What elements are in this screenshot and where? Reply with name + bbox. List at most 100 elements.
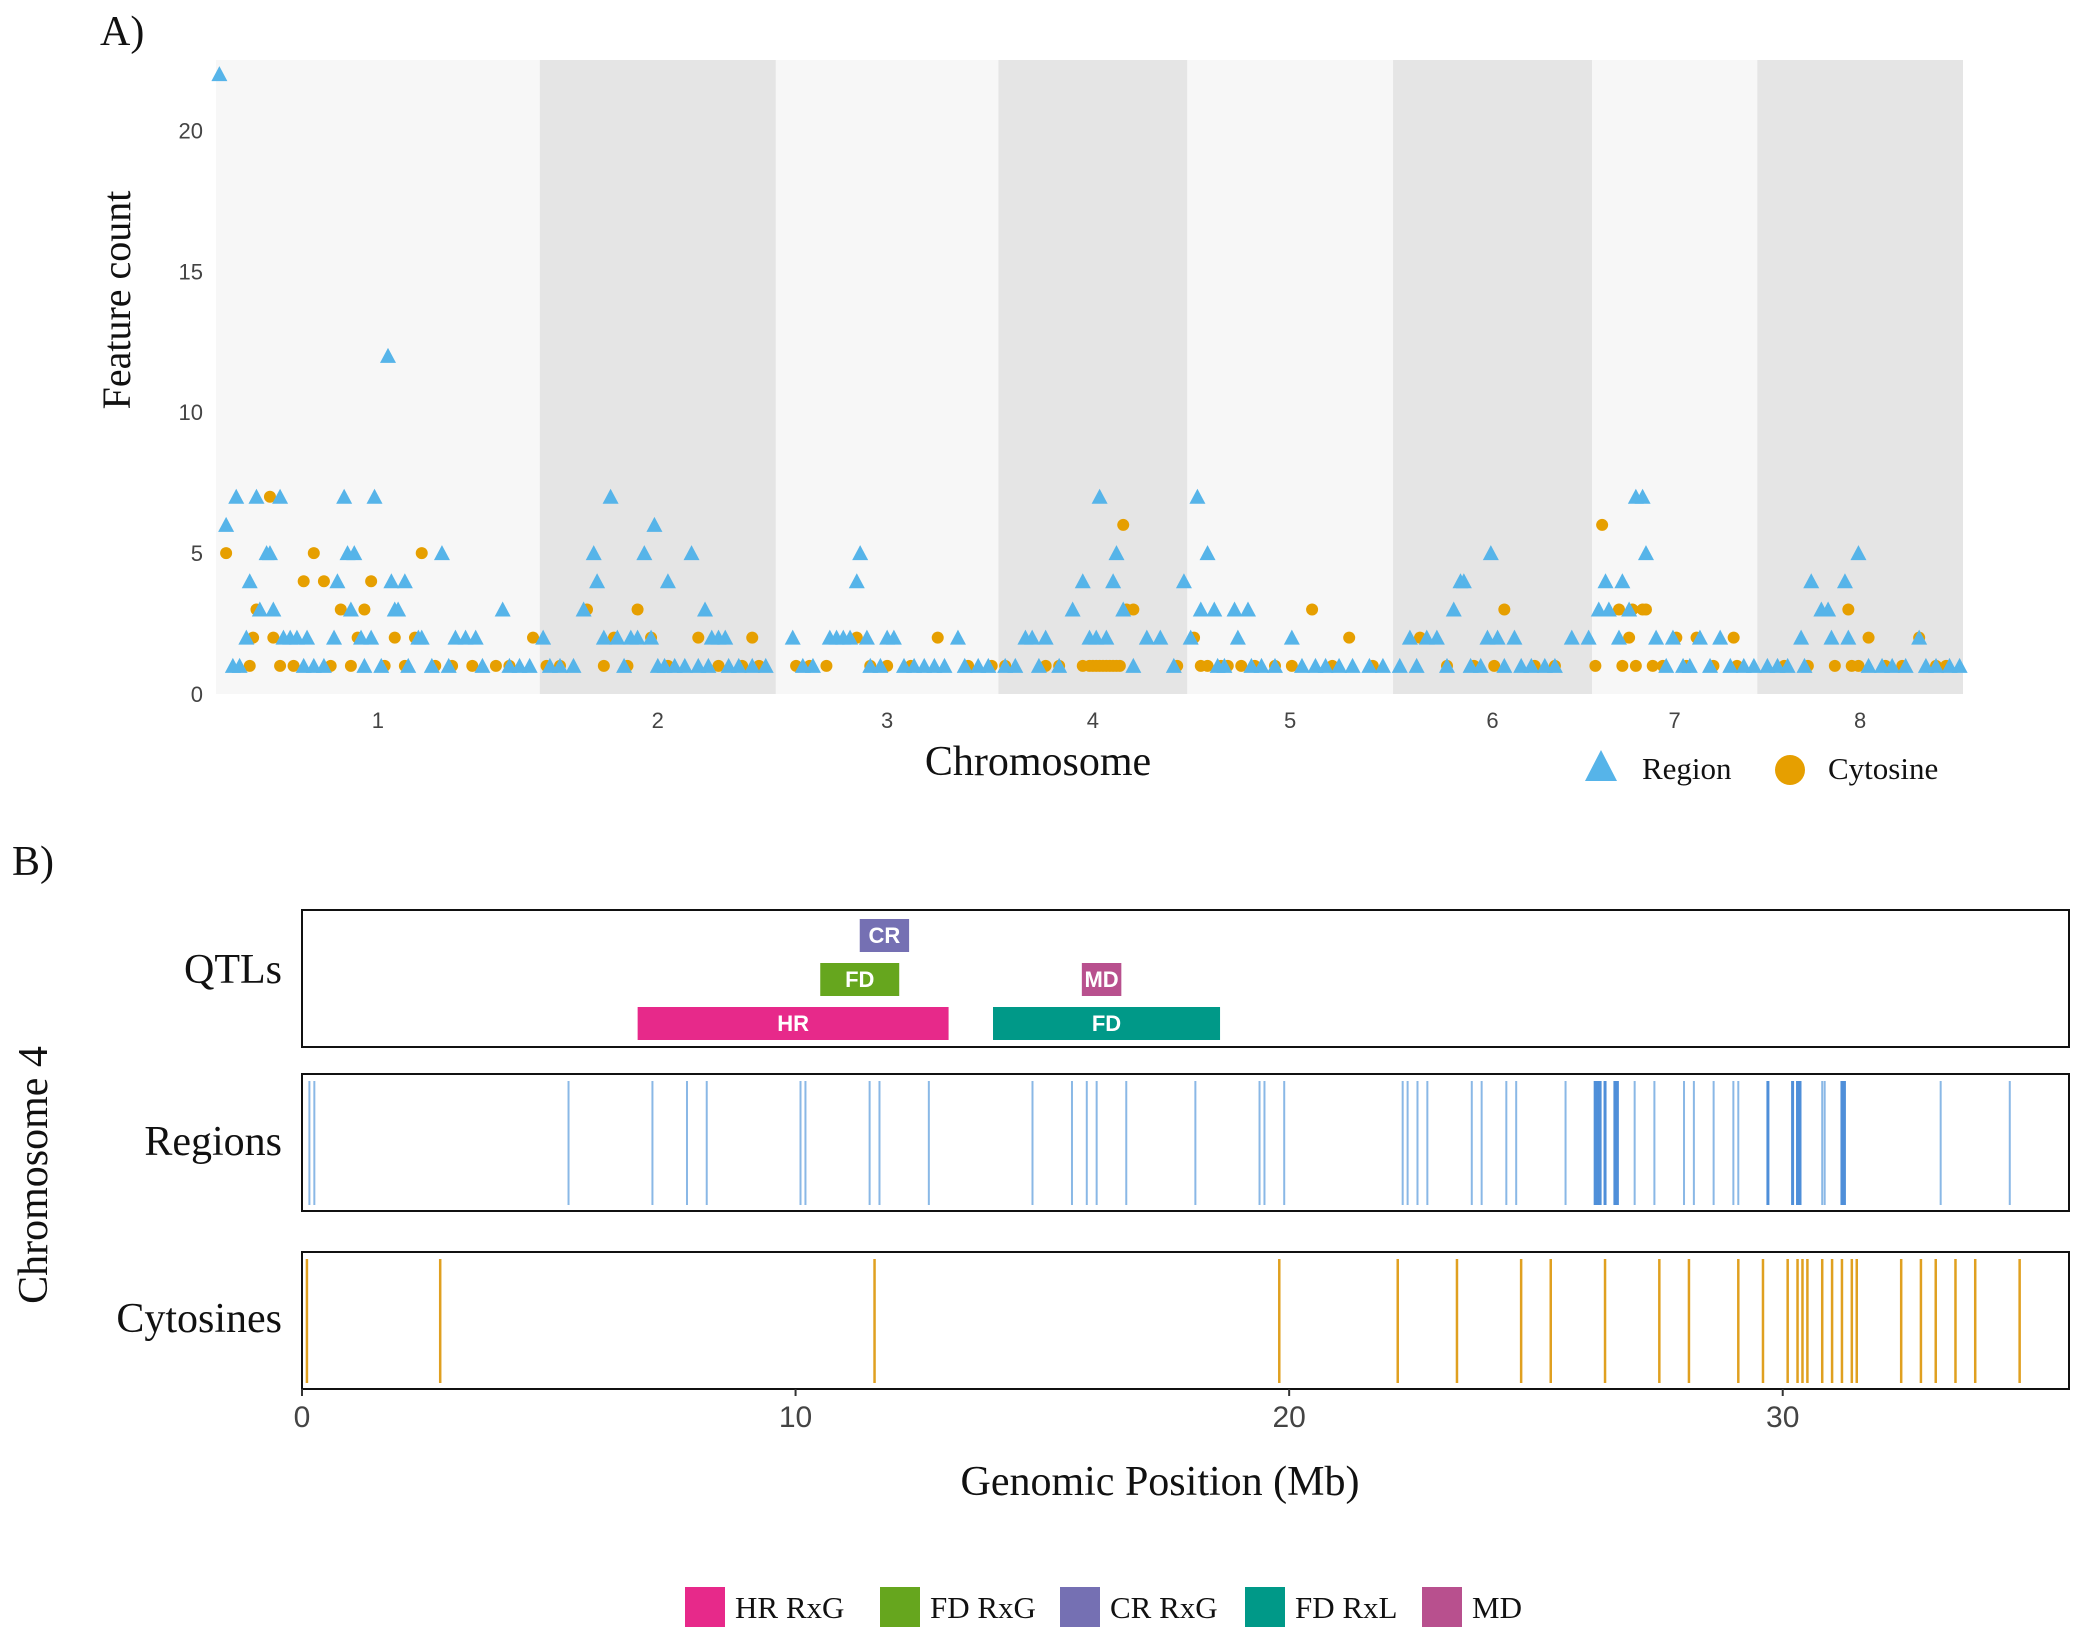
region-point <box>1216 657 1233 673</box>
y-axis-ticks: 0 5 10 15 20 <box>179 118 203 707</box>
cytosine-point <box>274 659 287 672</box>
cytosine-point <box>931 631 944 644</box>
region-point <box>717 629 734 645</box>
region-point <box>1769 657 1786 673</box>
chromosome-bands <box>216 60 1963 694</box>
legend-label: FD RxL <box>1295 1590 1398 1625</box>
region-point <box>1840 629 1857 645</box>
cytosine-point <box>1589 659 1602 672</box>
cytosine-point <box>1623 631 1636 644</box>
region-point <box>1030 657 1047 673</box>
region-point <box>602 488 619 504</box>
qtl-bar-fd-rxl <box>993 1007 1221 1040</box>
region-point <box>697 601 714 617</box>
region-point <box>896 657 913 673</box>
region-point <box>390 601 407 617</box>
region-point <box>1745 657 1762 673</box>
qtl-bar-hr-rxg <box>637 1007 949 1040</box>
region-point <box>926 657 943 673</box>
position-axis-title: Genomic Position (Mb) <box>961 1459 1360 1505</box>
legend-label: FD RxG <box>930 1590 1036 1625</box>
region-point <box>346 545 363 561</box>
qtls-track-frame <box>301 909 2070 1048</box>
region-point <box>521 657 538 673</box>
chromosome-band-8 <box>1757 60 1963 694</box>
region-point <box>1189 488 1206 504</box>
region-point <box>1192 601 1209 617</box>
cytosine-point <box>1596 518 1609 531</box>
region-point <box>676 657 693 673</box>
region-point <box>305 657 322 673</box>
region-point <box>329 573 346 589</box>
region-point <box>541 657 558 673</box>
qtl-bars: HR FD FD MD CR <box>637 919 1221 1040</box>
cytosine-point <box>1127 603 1140 616</box>
region-point <box>1007 657 1024 673</box>
chromosome-band-1 <box>216 60 540 694</box>
region-point <box>1165 657 1182 673</box>
region-point <box>1266 657 1283 673</box>
region-point <box>700 657 717 673</box>
region-point <box>251 601 268 617</box>
region-point <box>1658 657 1675 673</box>
cytosine-point <box>388 631 401 644</box>
region-point <box>730 657 747 673</box>
region-point <box>794 657 811 673</box>
cytosine-point <box>1852 659 1865 672</box>
region-point <box>1438 657 1455 673</box>
region-point <box>1401 629 1418 645</box>
region-point <box>595 629 612 645</box>
cytosine-point <box>365 575 378 588</box>
region-point <box>643 629 660 645</box>
scatter-points <box>211 66 1968 673</box>
region-point <box>1391 657 1408 673</box>
cytosine-point <box>746 631 759 644</box>
region-point <box>1793 629 1810 645</box>
region-point <box>1637 545 1654 561</box>
region-point <box>336 488 353 504</box>
cytosine-point <box>287 659 300 672</box>
qtl-legend: HR RxG FD RxG CR RxG FD RxL MD <box>685 1587 1522 1627</box>
cytosine-point <box>358 603 371 616</box>
region-point <box>636 545 653 561</box>
qtl-bar-label: HR <box>777 1011 809 1036</box>
cytosine-point <box>220 547 233 560</box>
legend-swatch <box>1060 1587 1100 1627</box>
cytosine-point <box>1842 603 1855 616</box>
region-point <box>552 657 569 673</box>
cytosine-point <box>297 575 310 588</box>
cytosine-point <box>712 659 725 672</box>
cytosine-point <box>267 631 280 644</box>
region-point <box>299 629 316 645</box>
region-point <box>1455 573 1472 589</box>
region-point <box>1462 657 1479 673</box>
qtl-bar-label: CR <box>869 923 901 948</box>
region-point <box>474 657 491 673</box>
region-point <box>1941 657 1958 673</box>
position-axis-ticks: 0 10 20 30 <box>294 1389 1799 1434</box>
region-point <box>353 629 370 645</box>
cytosine-point <box>1727 631 1740 644</box>
region-point <box>1125 657 1142 673</box>
region-point <box>1951 657 1968 673</box>
region-point <box>511 657 528 673</box>
region-point <box>1648 629 1665 645</box>
region-point <box>1614 573 1631 589</box>
region-point <box>949 629 966 645</box>
region-point <box>575 601 592 617</box>
cytosine-point <box>1343 631 1356 644</box>
region-point <box>609 629 626 645</box>
regions-track-label: Regions <box>144 1119 282 1165</box>
region-point <box>501 657 518 673</box>
region-point <box>906 657 923 673</box>
cytosine-point <box>692 631 705 644</box>
cytosine-point <box>1498 603 1511 616</box>
region-point <box>1088 629 1105 645</box>
region-point <box>1138 629 1155 645</box>
region-point <box>1445 601 1462 617</box>
region-point <box>916 657 933 673</box>
cytosine-point <box>1113 659 1126 672</box>
region-point <box>659 573 676 589</box>
region-point <box>1182 629 1199 645</box>
region-point <box>1253 657 1270 673</box>
